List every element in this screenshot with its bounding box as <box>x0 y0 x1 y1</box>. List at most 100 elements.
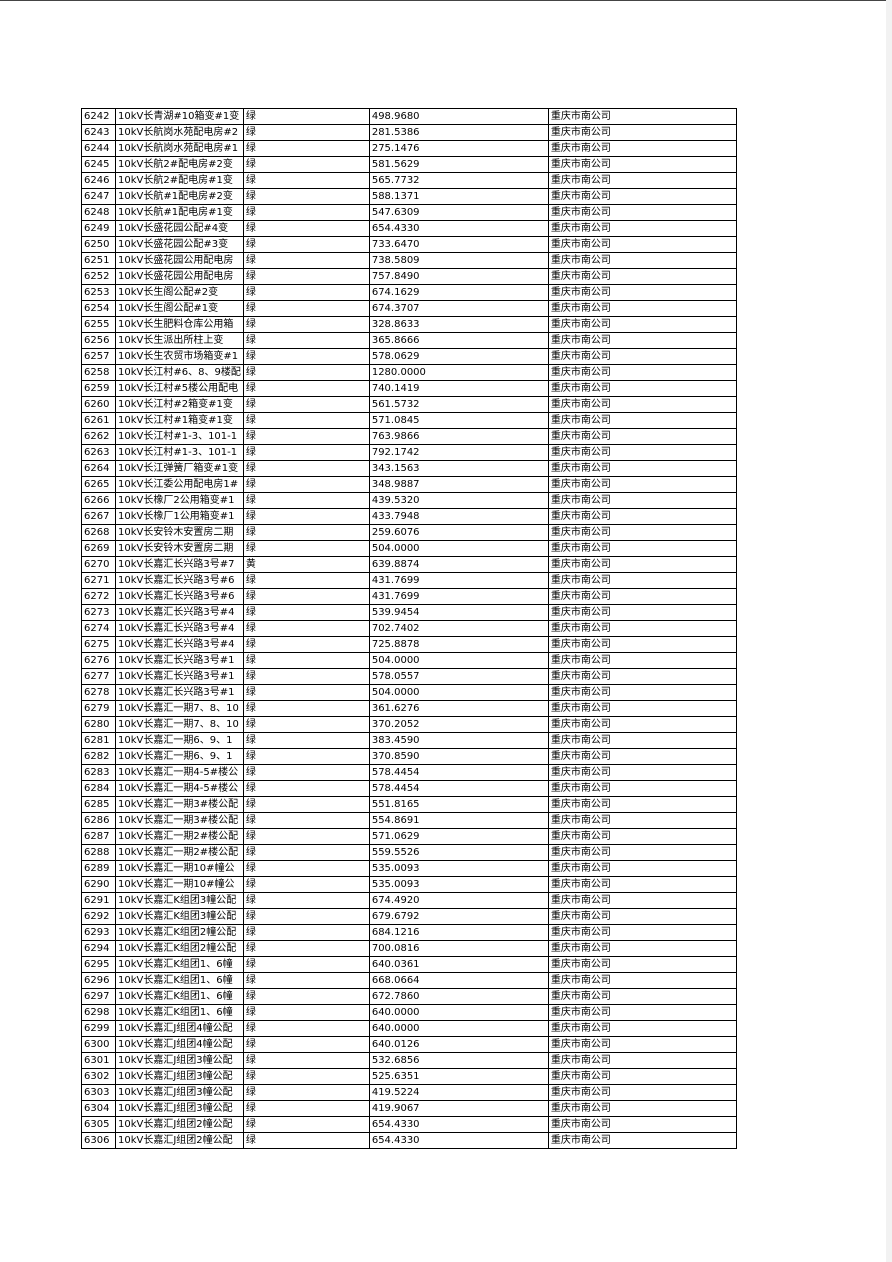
table-row: 6257 10kV长生农贸市场箱变#1 绿 578.0629 重庆市南公司 <box>81 348 737 365</box>
table-row: 6274 10kV长嘉汇长兴路3号#4 绿 702.7402 重庆市南公司 <box>81 620 737 637</box>
row-status: 绿 <box>242 188 370 205</box>
row-status: 绿 <box>242 572 370 589</box>
row-status: 绿 <box>242 796 370 813</box>
row-status: 绿 <box>242 444 370 461</box>
row-value: 361.6276 <box>368 700 549 717</box>
row-status: 绿 <box>242 748 370 765</box>
row-name: 10kV长生农贸市场箱变#1 <box>115 348 244 365</box>
table-row: 6249 10kV长盛花园公配#4变绿 654.4330 重庆市南公司 <box>81 220 737 237</box>
row-value: 654.4330 <box>368 1116 549 1133</box>
row-company: 重庆市南公司 <box>547 652 737 669</box>
row-value: 588.1371 <box>368 188 549 205</box>
row-id: 6253 <box>81 284 116 301</box>
row-company: 重庆市南公司 <box>547 908 737 925</box>
table-row: 6258 10kV长江村#6、8、9楼配绿 1280.0000 重庆市南公司 <box>81 364 737 381</box>
row-value: 532.6856 <box>368 1052 549 1069</box>
row-status: 绿 <box>242 140 370 157</box>
row-name: 10kV长嘉汇一期10#幢公 <box>115 876 244 893</box>
row-status: 绿 <box>242 252 370 269</box>
row-name: 10kV长嘉汇K组团3幢公配 <box>115 908 244 925</box>
row-name: 10kV长嘉汇一期4-5#楼公 <box>115 780 244 797</box>
row-company: 重庆市南公司 <box>547 860 737 877</box>
row-name: 10kV长嘉汇一期7、8、10 <box>115 716 244 733</box>
row-name: 10kV长盛花园公配#4变 <box>115 220 244 237</box>
table-row: 6272 10kV长嘉汇长兴路3号#6 绿 431.7699 重庆市南公司 <box>81 588 737 605</box>
row-value: 439.5320 <box>368 492 549 509</box>
row-name: 10kV长航2#配电房#1变 <box>115 172 244 189</box>
row-value: 640.0361 <box>368 956 549 973</box>
row-id: 6293 <box>81 924 116 941</box>
row-id: 6252 <box>81 268 116 285</box>
row-company: 重庆市南公司 <box>547 460 737 477</box>
row-name: 10kV长航岗水苑配电房#1 <box>115 140 244 157</box>
row-status: 绿 <box>242 300 370 317</box>
row-status: 绿 <box>242 908 370 925</box>
row-company: 重庆市南公司 <box>547 364 737 381</box>
row-status: 绿 <box>242 236 370 253</box>
row-value: 365.8666 <box>368 332 549 349</box>
row-status: 绿 <box>242 700 370 717</box>
row-status: 绿 <box>242 204 370 221</box>
row-id: 6254 <box>81 300 116 317</box>
row-name: 10kV长安铃木安置房二期 <box>115 540 244 557</box>
row-company: 重庆市南公司 <box>547 620 737 637</box>
row-status: 绿 <box>242 1100 370 1117</box>
row-company: 重庆市南公司 <box>547 508 737 525</box>
row-name: 10kV长嘉汇J组团3幢公配 <box>115 1084 244 1101</box>
row-status: 绿 <box>242 396 370 413</box>
row-value: 571.0845 <box>368 412 549 429</box>
table-row: 6245 10kV长航2#配电房#2变绿 581.5629 重庆市南公司 <box>81 156 737 173</box>
row-value: 348.9887 <box>368 476 549 493</box>
row-company: 重庆市南公司 <box>547 172 737 189</box>
row-value: 679.6792 <box>368 908 549 925</box>
row-id: 6285 <box>81 796 116 813</box>
row-status: 绿 <box>242 764 370 781</box>
row-id: 6294 <box>81 940 116 957</box>
row-status: 绿 <box>242 156 370 173</box>
row-id: 6297 <box>81 988 116 1005</box>
row-id: 6276 <box>81 652 116 669</box>
row-company: 重庆市南公司 <box>547 812 737 829</box>
row-value: 578.4454 <box>368 780 549 797</box>
row-company: 重庆市南公司 <box>547 124 737 141</box>
row-company: 重庆市南公司 <box>547 444 737 461</box>
table-row: 6303 10kV长嘉汇J组团3幢公配绿 419.5224 重庆市南公司 <box>81 1084 737 1101</box>
row-value: 551.8165 <box>368 796 549 813</box>
row-status: 绿 <box>242 1052 370 1069</box>
table-row: 6301 10kV长嘉汇J组团3幢公配绿 532.6856 重庆市南公司 <box>81 1052 737 1069</box>
table-row: 6276 10kV长嘉汇长兴路3号#1 绿 504.0000 重庆市南公司 <box>81 652 737 669</box>
row-name: 10kV长嘉汇一期7、8、10 <box>115 700 244 717</box>
table-row: 6244 10kV长航岗水苑配电房#1 绿 275.1476 重庆市南公司 <box>81 140 737 157</box>
row-company: 重庆市南公司 <box>547 492 737 509</box>
row-company: 重庆市南公司 <box>547 956 737 973</box>
row-value: 498.9680 <box>368 108 549 125</box>
row-name: 10kV长橡厂1公用箱变#1 <box>115 508 244 525</box>
row-status: 绿 <box>242 524 370 541</box>
row-value: 370.2052 <box>368 716 549 733</box>
row-status: 绿 <box>242 588 370 605</box>
row-company: 重庆市南公司 <box>547 1100 737 1117</box>
table-row: 6280 10kV长嘉汇一期7、8、10 绿 370.2052 重庆市南公司 <box>81 716 737 733</box>
row-status: 黄 <box>242 556 370 573</box>
row-value: 565.7732 <box>368 172 549 189</box>
table-row: 6306 10kV长嘉汇J组团2幢公配绿 654.4330 重庆市南公司 <box>81 1132 737 1149</box>
row-name: 10kV长盛花园公配#3变 <box>115 236 244 253</box>
row-name: 10kV长航#1配电房#2变 <box>115 188 244 205</box>
row-id: 6272 <box>81 588 116 605</box>
row-name: 10kV长嘉汇K组团2幢公配 <box>115 940 244 957</box>
row-status: 绿 <box>242 316 370 333</box>
table-row: 6271 10kV长嘉汇长兴路3号#6 绿 431.7699 重庆市南公司 <box>81 572 737 589</box>
row-status: 绿 <box>242 1132 370 1149</box>
row-company: 重庆市南公司 <box>547 1036 737 1053</box>
row-status: 绿 <box>242 988 370 1005</box>
row-value: 763.9866 <box>368 428 549 445</box>
row-company: 重庆市南公司 <box>547 716 737 733</box>
row-value: 740.1419 <box>368 380 549 397</box>
row-company: 重庆市南公司 <box>547 540 737 557</box>
row-name: 10kV长生肥料仓库公用箱 <box>115 316 244 333</box>
row-value: 581.5629 <box>368 156 549 173</box>
row-status: 绿 <box>242 428 370 445</box>
table-row: 6289 10kV长嘉汇一期10#幢公绿 535.0093 重庆市南公司 <box>81 860 737 877</box>
row-company: 重庆市南公司 <box>547 780 737 797</box>
